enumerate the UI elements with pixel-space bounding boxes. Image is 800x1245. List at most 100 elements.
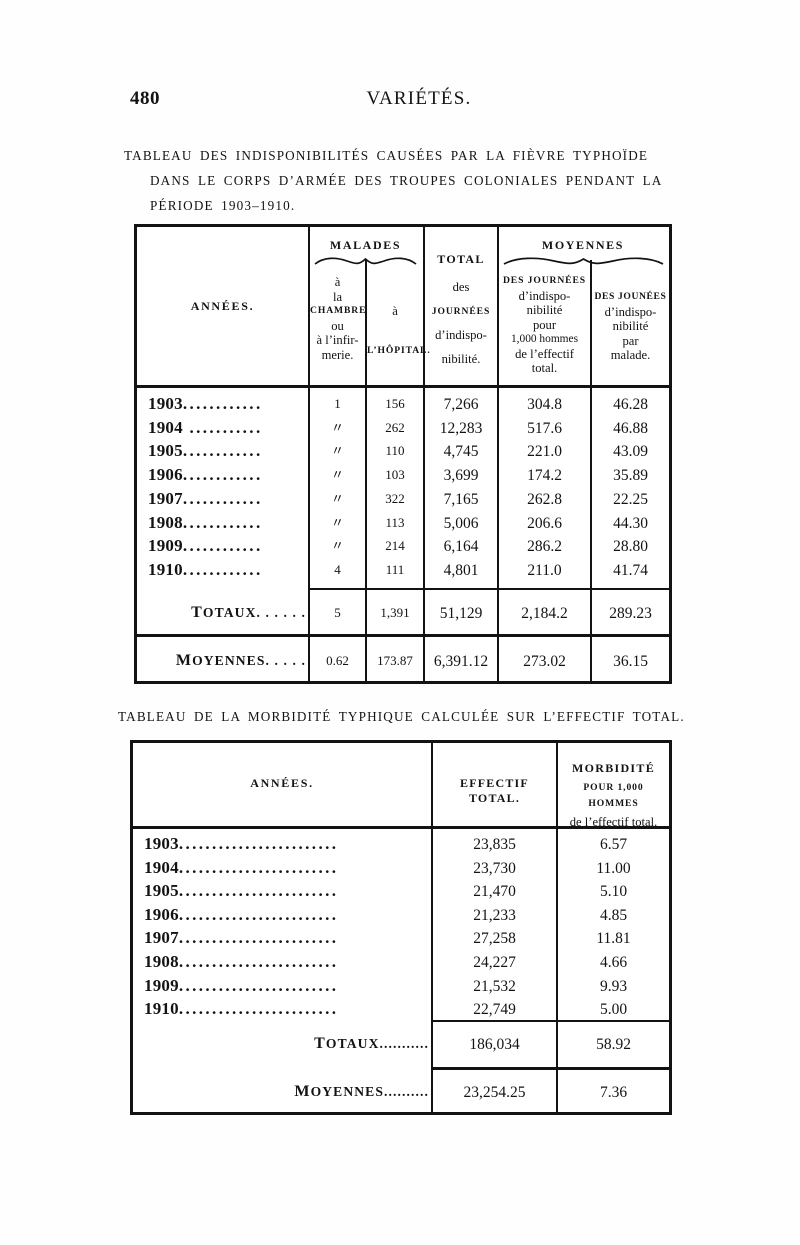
cell-moy_mille: 211.0 bbox=[527, 561, 562, 579]
header-separator-rule bbox=[137, 385, 669, 388]
cell-morbidite: 4.85 bbox=[599, 906, 628, 924]
row-year: 1904 bbox=[144, 858, 179, 877]
column-rule-5 bbox=[590, 260, 592, 681]
column-rule-3 bbox=[423, 227, 425, 681]
summary-cell-hopital: 1,391 bbox=[380, 605, 410, 620]
moy-malade-line-3: nibilité bbox=[612, 319, 649, 333]
cell-total: 7,165 bbox=[443, 490, 479, 508]
row-year: 1903 bbox=[144, 835, 179, 853]
cell-hopital: 110 bbox=[385, 443, 405, 459]
column-header-moyenne-mille: DES JOURNÉES d’indispo- nibilité pour 1,… bbox=[499, 274, 590, 376]
column-rule-1 bbox=[308, 227, 310, 681]
cell-moy_mille: 286.2 bbox=[527, 538, 562, 556]
moy-mille-line-4: pour bbox=[532, 317, 557, 332]
hopital-line-2: L’HÔPITAL. bbox=[367, 344, 431, 356]
summary-cell-effectif: 23,254.25 bbox=[463, 1084, 526, 1101]
total-line-4: d’indispo- bbox=[435, 328, 487, 342]
cell-moy_mille: 174.2 bbox=[527, 467, 562, 485]
table-two-totaux-bottom-rule bbox=[431, 1067, 669, 1070]
cell-effectif: 27,258 bbox=[473, 930, 516, 948]
row-year: 1903 bbox=[148, 395, 183, 413]
cell-effectif: 23,730 bbox=[473, 859, 516, 877]
table-two-border-right bbox=[669, 740, 672, 1115]
cell-chambre: 〃 bbox=[330, 514, 344, 530]
moy-mille-line-2: d’indispo- bbox=[518, 288, 571, 303]
cell-total: 7,266 bbox=[443, 396, 479, 413]
table-row: 1905............ bbox=[148, 442, 306, 463]
column-header-total: TOTAL des JOURNÉES d’indispo- nibilité. bbox=[425, 250, 497, 369]
table-row: 1909............ bbox=[148, 537, 306, 558]
cell-hopital: 113 bbox=[385, 514, 405, 530]
column-header-moyenne-malade: DES JOUNÉES d’indispo- nibilité par mala… bbox=[592, 290, 669, 363]
row-year: 1910 bbox=[148, 560, 183, 579]
cell-total: 4,801 bbox=[443, 561, 479, 579]
table-row: 1906............ bbox=[148, 466, 306, 487]
moy-malade-line-5: malade. bbox=[610, 348, 651, 362]
row-year: 1906 bbox=[148, 466, 183, 485]
summary-label-initial: T bbox=[191, 604, 203, 621]
row-leaders: ........................ bbox=[178, 953, 339, 971]
table-border-top bbox=[134, 224, 672, 227]
row-leaders: ........................ bbox=[178, 1000, 339, 1019]
caption-line-3: PÉRIODE 1903–1910. bbox=[150, 198, 296, 213]
cell-moy_malade: 35.89 bbox=[613, 467, 648, 485]
cell-morbidite: 4.66 bbox=[599, 954, 628, 971]
summary-cell-moy_mille: 2,184.2 bbox=[521, 605, 568, 622]
cell-morbidite: 9.93 bbox=[599, 977, 628, 995]
row-year: 1910 bbox=[144, 1000, 179, 1019]
table-two-totaux-top-rule bbox=[431, 1020, 669, 1022]
cell-moy_malade: 41.74 bbox=[613, 561, 648, 579]
row-leaders: ........................ bbox=[178, 929, 339, 948]
row-leaders: ........................ bbox=[178, 882, 339, 901]
summary-label-rest: OTAUX. . . . . . bbox=[202, 605, 306, 620]
table-row: 1905........................ bbox=[144, 882, 429, 903]
table-row: 1907........................ bbox=[144, 929, 429, 950]
caption-line-2: DANS LE CORPS D’ARMÉE DES TROUPES COLONI… bbox=[150, 173, 663, 188]
cell-morbidite: 6.57 bbox=[599, 836, 628, 853]
row-leaders: ............ bbox=[182, 560, 263, 579]
cell-moy_mille: 262.8 bbox=[527, 490, 562, 508]
cell-morbidite: 5.10 bbox=[599, 883, 628, 901]
row-leaders: ........................ bbox=[178, 858, 339, 877]
caption-line-1: TABLEAU DES INDISPONIBILITÉS CAUSÉES PAR… bbox=[124, 148, 649, 163]
row-leaders: ............ bbox=[182, 442, 263, 461]
indisponibilites-table: MALADES MOYENNES ANNÉES. à la CHAMBRE ou… bbox=[134, 224, 672, 684]
moy-mille-line-5: 1,000 hommes bbox=[510, 333, 579, 345]
cell-chambre: 〃 bbox=[330, 538, 344, 554]
row-year: 1909 bbox=[148, 537, 183, 556]
cell-hopital: 214 bbox=[385, 538, 405, 554]
chambre-line-6: merie. bbox=[321, 347, 354, 362]
table-two-border-top bbox=[130, 740, 672, 743]
brace-ornament-malades bbox=[314, 256, 417, 266]
summary-label-initial: M bbox=[175, 652, 193, 669]
row-leaders: ............ bbox=[182, 395, 263, 413]
cell-total: 4,745 bbox=[443, 443, 479, 461]
table-two-column-rule-2 bbox=[556, 743, 558, 1112]
moy-malade-line-4: par bbox=[622, 333, 639, 348]
cell-moy_malade: 43.09 bbox=[613, 443, 648, 461]
summary-label-totaux: TOTAUX........... bbox=[144, 1036, 429, 1052]
row-leaders: ............ bbox=[182, 537, 263, 556]
row-year: 1908 bbox=[148, 513, 183, 532]
morbidite-table: ANNÉES. EFFECTIF TOTAL. MORBIDITÉ POUR 1… bbox=[130, 740, 672, 1115]
row-leaders: ............ bbox=[182, 466, 263, 485]
cell-effectif: 21,532 bbox=[473, 977, 516, 995]
row-leaders: ........................ bbox=[178, 905, 339, 924]
cell-moy_malade: 22.25 bbox=[613, 490, 648, 508]
total-line-3: JOURNÉES bbox=[431, 306, 491, 317]
cell-total: 12,283 bbox=[439, 419, 483, 437]
table-row: 1904 ........... bbox=[148, 419, 306, 440]
row-year: 1907 bbox=[144, 929, 179, 948]
cell-chambre: 〃 bbox=[330, 443, 344, 459]
summary-label-rest: OYENNES.......... bbox=[310, 1084, 429, 1099]
cell-moy_malade: 44.30 bbox=[613, 514, 648, 532]
row-year: 1905 bbox=[148, 442, 183, 461]
table-row: 1906........................ bbox=[144, 906, 429, 927]
column-header-annees: ANNÉES. bbox=[190, 299, 255, 313]
moy-mille-line-3: nibilité bbox=[526, 303, 563, 317]
cell-chambre: 〃 bbox=[330, 490, 344, 506]
morbidite-line-2: POUR 1,000 HOMMES bbox=[583, 782, 644, 809]
cell-morbidite: 5.00 bbox=[599, 1001, 628, 1019]
total-line-2: des bbox=[452, 280, 470, 294]
